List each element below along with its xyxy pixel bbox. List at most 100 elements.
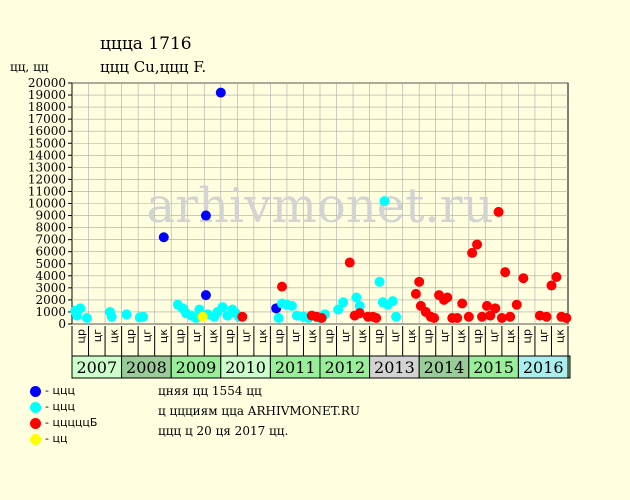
- legend-marker: [30, 386, 41, 397]
- month-label: цр: [471, 329, 484, 343]
- y-tick-label: 20000: [28, 76, 66, 90]
- info-text: цняя цц 1554 цц: [158, 384, 262, 398]
- month-label: цр: [124, 329, 137, 343]
- y-tick-label: 9000: [35, 209, 66, 223]
- y-tick-label: 12000: [28, 172, 66, 186]
- month-label: цр: [521, 329, 534, 343]
- month-label: цр: [421, 329, 434, 343]
- month-label: цг: [91, 329, 104, 342]
- y-tick-label: 10000: [28, 197, 66, 211]
- month-label: цр: [74, 329, 87, 343]
- info-text: ццц ц 20 ця 2017 цц.: [158, 424, 289, 438]
- y-tick-label: 13000: [28, 160, 66, 174]
- month-label: цк: [256, 329, 269, 343]
- data-point: [138, 311, 149, 322]
- legend-marker: [30, 402, 41, 413]
- data-point: [354, 300, 365, 311]
- month-label: цг: [537, 329, 550, 342]
- month-label: цк: [455, 329, 468, 343]
- data-point: [286, 300, 297, 311]
- month-label: цр: [273, 329, 286, 343]
- month-label: цг: [339, 329, 352, 342]
- month-label: цк: [405, 329, 418, 343]
- month-label: цк: [306, 329, 319, 343]
- page-subtitle: ццц Cu,ццц F.: [100, 58, 207, 76]
- year-label: 2013: [374, 358, 415, 377]
- data-point: [387, 296, 398, 307]
- data-point: [490, 303, 501, 314]
- y-tick-label: 11000: [28, 184, 66, 198]
- year-label: 2009: [176, 358, 217, 377]
- legend-marker: [30, 418, 41, 429]
- y-tick-label: 8000: [35, 221, 66, 235]
- legend-label: - ццц: [45, 384, 75, 397]
- year-label: 2007: [76, 358, 117, 377]
- y-tick-label: 17000: [28, 112, 66, 126]
- year-band-end: [567, 355, 571, 379]
- y-tick-label: 19000: [28, 88, 66, 102]
- data-point: [457, 298, 468, 309]
- data-point: [496, 312, 507, 323]
- data-point: [316, 312, 327, 323]
- year-label: 2010: [225, 358, 266, 377]
- y-tick-label: 2000: [35, 293, 66, 307]
- data-point: [354, 308, 365, 319]
- data-point: [414, 276, 425, 287]
- data-point: [505, 311, 516, 322]
- year-label: 2008: [126, 358, 167, 377]
- data-point: [472, 239, 483, 250]
- year-label: 2011: [275, 358, 316, 377]
- page-title: ццца 1716: [100, 34, 192, 54]
- data-point: [371, 312, 382, 323]
- data-point: [81, 312, 92, 323]
- month-label: цг: [140, 329, 153, 342]
- legend-label: - цццццБ: [45, 416, 98, 429]
- data-point: [481, 300, 492, 311]
- watermark: arhivmonet.ru: [146, 178, 493, 234]
- data-point: [463, 311, 474, 322]
- month-label: цг: [190, 329, 203, 342]
- data-point: [429, 312, 440, 323]
- y-tick-label: 3000: [35, 281, 66, 295]
- data-point: [452, 312, 463, 323]
- data-point: [215, 87, 226, 98]
- data-point: [197, 311, 208, 322]
- year-label: 2016: [523, 358, 564, 377]
- data-point: [200, 290, 211, 301]
- y-tick-label: 1000: [35, 305, 66, 319]
- month-label: цк: [554, 329, 567, 343]
- data-point: [200, 210, 211, 221]
- data-point: [276, 281, 287, 292]
- y-tick-label: 4000: [35, 269, 66, 283]
- y-tick-label: 6000: [35, 245, 66, 259]
- data-point: [333, 304, 344, 315]
- month-label: цк: [504, 329, 517, 343]
- data-point: [485, 310, 496, 321]
- data-point: [410, 288, 421, 299]
- data-point: [158, 232, 169, 243]
- legend-label: - ццц: [45, 400, 75, 413]
- data-point: [546, 280, 557, 291]
- month-label: цк: [107, 329, 120, 343]
- data-point: [477, 311, 488, 322]
- year-label: 2012: [324, 358, 365, 377]
- data-point: [500, 267, 511, 278]
- data-point: [467, 247, 478, 258]
- data-point: [391, 311, 402, 322]
- y-tick-label: 18000: [28, 100, 66, 114]
- legend-label: - цц: [45, 432, 68, 445]
- data-point: [541, 311, 552, 322]
- data-point: [237, 311, 248, 322]
- month-label: цк: [207, 329, 220, 343]
- data-point: [551, 272, 562, 283]
- data-point: [511, 299, 522, 310]
- month-label: цк: [157, 329, 170, 343]
- year-label: 2015: [473, 358, 514, 377]
- data-point: [493, 206, 504, 217]
- data-point: [518, 273, 529, 284]
- data-point: [273, 312, 284, 323]
- data-point: [217, 302, 228, 313]
- month-label: цг: [240, 329, 253, 342]
- y-tick-label: 5000: [35, 257, 66, 271]
